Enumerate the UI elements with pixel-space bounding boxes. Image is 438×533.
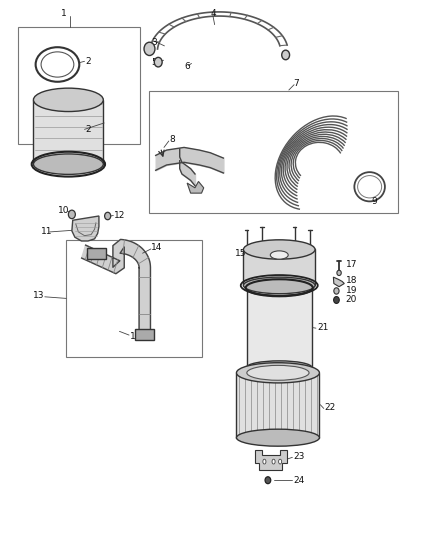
Text: 20: 20 <box>346 295 357 304</box>
Ellipse shape <box>144 42 155 55</box>
Text: 2: 2 <box>86 57 92 66</box>
Ellipse shape <box>334 296 339 303</box>
Text: 4: 4 <box>210 10 215 19</box>
Polygon shape <box>333 277 344 287</box>
Ellipse shape <box>279 459 282 464</box>
Bar <box>247 288 312 368</box>
Bar <box>33 100 103 164</box>
Bar <box>18 27 141 144</box>
Text: 3: 3 <box>151 38 157 47</box>
Ellipse shape <box>237 363 319 383</box>
Polygon shape <box>81 239 150 333</box>
Text: 14: 14 <box>130 332 141 341</box>
Text: 13: 13 <box>33 291 45 300</box>
Ellipse shape <box>237 429 319 446</box>
Bar <box>135 329 154 341</box>
Polygon shape <box>187 181 204 193</box>
Bar <box>66 240 201 357</box>
Ellipse shape <box>272 459 275 464</box>
Text: 16: 16 <box>253 246 265 255</box>
Text: 9: 9 <box>371 197 377 206</box>
Text: 23: 23 <box>293 453 304 462</box>
Polygon shape <box>255 450 287 470</box>
Text: 10: 10 <box>57 206 69 215</box>
Text: 21: 21 <box>317 323 328 332</box>
Ellipse shape <box>244 277 315 294</box>
Ellipse shape <box>68 210 75 219</box>
Text: 12: 12 <box>114 211 126 220</box>
Text: 22: 22 <box>325 403 336 413</box>
Text: 6: 6 <box>184 62 190 71</box>
Text: 19: 19 <box>346 286 357 295</box>
Ellipse shape <box>33 154 103 174</box>
Polygon shape <box>72 216 99 241</box>
Text: 5: 5 <box>151 59 157 67</box>
Bar <box>149 91 398 213</box>
Text: 2: 2 <box>86 125 92 134</box>
Ellipse shape <box>33 88 103 111</box>
Ellipse shape <box>334 288 339 294</box>
Bar <box>237 373 319 438</box>
Ellipse shape <box>282 50 290 60</box>
Text: 15: 15 <box>235 249 247 258</box>
Text: 7: 7 <box>293 78 299 87</box>
Ellipse shape <box>265 477 271 483</box>
Text: 8: 8 <box>169 135 175 144</box>
Ellipse shape <box>247 361 312 374</box>
Text: 18: 18 <box>346 276 357 285</box>
Text: 17: 17 <box>346 261 357 269</box>
Ellipse shape <box>337 270 341 276</box>
Text: 1: 1 <box>61 10 67 19</box>
Ellipse shape <box>244 240 315 259</box>
Bar <box>244 249 315 286</box>
Bar <box>87 248 106 259</box>
Text: 14: 14 <box>151 244 162 253</box>
Ellipse shape <box>247 280 312 296</box>
Ellipse shape <box>263 459 266 464</box>
Ellipse shape <box>154 58 162 67</box>
Text: 11: 11 <box>41 228 53 237</box>
Text: 24: 24 <box>293 476 304 484</box>
Ellipse shape <box>270 251 288 259</box>
Ellipse shape <box>247 366 309 380</box>
Ellipse shape <box>105 212 111 220</box>
